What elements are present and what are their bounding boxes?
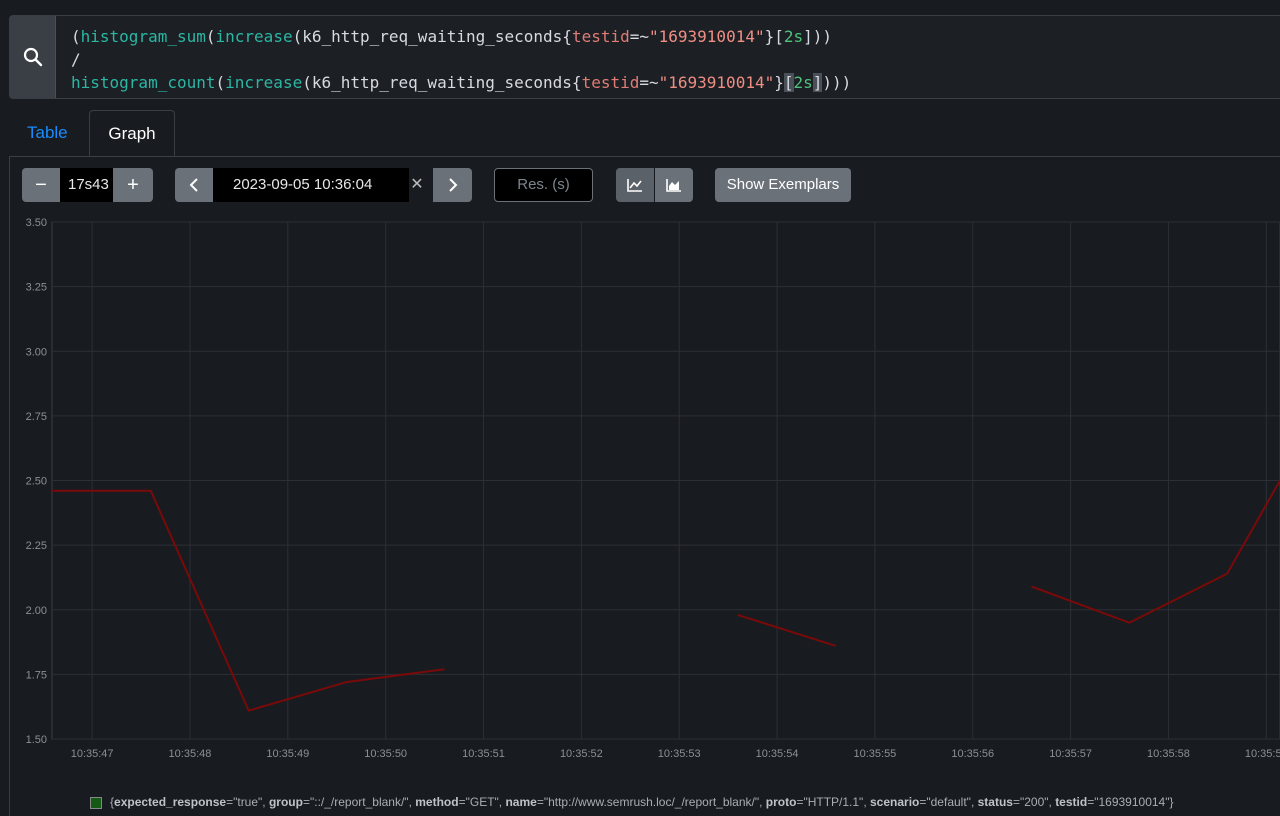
x-tick-label: 10:35:47 [71,748,114,760]
x-tick-label: 10:35:53 [658,748,701,760]
search-icon [23,47,43,67]
x-tick-label: 10:35:58 [1147,748,1190,760]
resolution-input[interactable]: Res. (s) [494,168,593,202]
time-series-chart[interactable]: 1.50 1.75 2.00 2.25 2.50 2.75 3.00 3.25 3.50 10:… [0,205,1280,765]
line-chart-icon [627,178,643,192]
x-tick-label: 10:35:55 [853,748,896,760]
x-tick-label: 10:35:50 [364,748,407,760]
tab-table[interactable]: Table [9,110,86,156]
show-exemplars-button[interactable]: Show Exemplars [715,168,851,202]
y-tick-label: 2.50 [26,476,47,488]
x-tick-label: 10:35:48 [169,748,212,760]
y-tick-label: 2.25 [26,540,47,552]
x-axis: 10:35:47 10:35:48 10:35:49 10:35:50 10:35:51… [71,748,1280,760]
x-tick-label: 10:35:51 [462,748,505,760]
y-tick-label: 3.00 [26,346,47,358]
legend-color-swatch [90,797,102,809]
chevron-left-icon [189,178,199,192]
x-tick-label: 10:35:49 [266,748,309,760]
x-tick-label: 10:35:52 [560,748,603,760]
chevron-right-icon [448,178,458,192]
y-tick-label: 1.50 [26,734,47,746]
series-lines [52,481,1280,711]
y-axis: 1.50 1.75 2.00 2.25 2.50 2.75 3.00 3.25 3.50 [26,217,47,746]
clear-time-button[interactable]: ✕ [401,168,433,202]
series-line-segment[interactable] [1032,481,1280,623]
query-line-2: / [71,50,81,69]
stacked-chart-button[interactable] [655,168,693,202]
increase-range-button[interactable]: + [113,168,153,202]
y-tick-label: 3.50 [26,217,47,229]
y-tick-label: 2.00 [26,605,47,617]
end-time-input[interactable]: 2023-09-05 10:36:04 [213,168,409,202]
execute-search-button[interactable] [10,16,56,98]
area-chart-icon [666,178,682,192]
previous-time-button[interactable] [175,168,213,202]
query-line-1: (histogram_sum(increase(k6_http_req_wait… [71,27,832,46]
series-line-segment[interactable] [738,615,836,646]
chart-grid [52,222,1280,739]
query-expression[interactable]: (histogram_sum(increase(k6_http_req_wait… [71,25,851,94]
y-tick-label: 3.25 [26,282,47,294]
line-chart-button[interactable] [616,168,654,202]
next-time-button[interactable] [433,168,472,202]
query-editor[interactable]: (histogram_sum(increase(k6_http_req_wait… [9,15,1280,99]
query-line-3: histogram_count(increase(k6_http_req_wai… [71,73,851,92]
y-tick-label: 1.75 [26,669,47,681]
x-tick-label: 10:35:54 [756,748,799,760]
tab-graph[interactable]: Graph [89,110,175,156]
x-tick-label: 10:35:56 [951,748,994,760]
chart-type-toggle [616,168,693,202]
end-time-control: 2023-09-05 10:36:04 ✕ [175,168,472,202]
x-tick-label: 10:35:57 [1049,748,1092,760]
range-control: − 17s43 + [22,168,153,202]
x-tick-label: 10:35:59 [1245,748,1280,760]
range-input[interactable]: 17s43 [60,168,113,202]
y-tick-label: 2.75 [26,411,47,423]
decrease-range-button[interactable]: − [22,168,60,202]
